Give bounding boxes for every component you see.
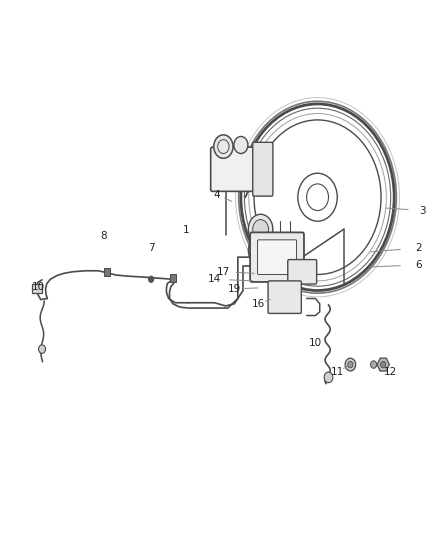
Text: 7: 7 <box>148 243 155 253</box>
Circle shape <box>39 345 46 353</box>
FancyBboxPatch shape <box>268 281 301 313</box>
Circle shape <box>324 372 333 383</box>
Bar <box>170 274 176 282</box>
Text: 3: 3 <box>419 206 426 215</box>
Circle shape <box>381 361 386 368</box>
Text: 17: 17 <box>217 267 230 277</box>
FancyBboxPatch shape <box>250 232 304 282</box>
Text: 6: 6 <box>415 260 422 270</box>
FancyBboxPatch shape <box>211 147 260 191</box>
Text: 4: 4 <box>213 190 220 199</box>
Circle shape <box>148 276 154 282</box>
Circle shape <box>234 136 248 154</box>
Bar <box>32 284 42 293</box>
Text: 2: 2 <box>415 243 422 253</box>
Text: 1: 1 <box>183 225 190 235</box>
Circle shape <box>253 220 268 239</box>
Circle shape <box>348 361 353 368</box>
FancyBboxPatch shape <box>253 142 273 196</box>
Text: 14: 14 <box>208 274 221 284</box>
Text: 12: 12 <box>384 367 397 377</box>
Text: 10: 10 <box>32 282 45 292</box>
Polygon shape <box>377 358 389 371</box>
Text: 10: 10 <box>309 338 322 348</box>
Bar <box>104 268 110 276</box>
Text: 19: 19 <box>228 284 241 294</box>
Text: 8: 8 <box>100 231 107 240</box>
Text: 16: 16 <box>252 299 265 309</box>
Text: 11: 11 <box>331 367 344 377</box>
FancyBboxPatch shape <box>258 240 297 274</box>
Circle shape <box>345 358 356 371</box>
FancyBboxPatch shape <box>288 260 317 284</box>
Circle shape <box>248 214 273 244</box>
Circle shape <box>371 361 377 368</box>
Circle shape <box>214 135 233 158</box>
Circle shape <box>248 236 273 265</box>
